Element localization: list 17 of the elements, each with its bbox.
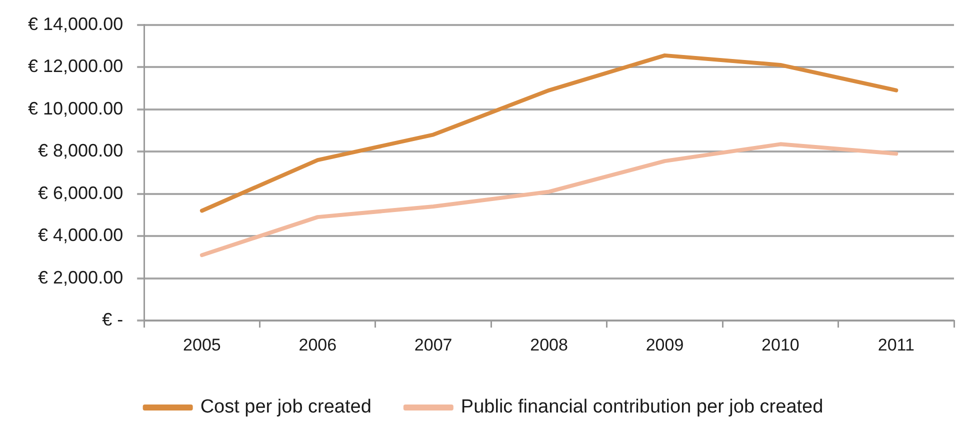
x-tick-label: 2008 <box>530 335 568 354</box>
legend-label: Public financial contribution per job created <box>460 396 824 418</box>
x-tick-label: 2005 <box>183 335 221 354</box>
y-tick-label: € 2,000.00 <box>38 267 124 288</box>
x-tick-label: 2010 <box>762 335 800 354</box>
y-tick-label: € 14,000.00 <box>28 14 124 34</box>
x-tick-label: 2007 <box>414 335 452 354</box>
y-tick-label: € 10,000.00 <box>28 98 124 118</box>
y-tick-label: € 6,000.00 <box>38 182 124 203</box>
y-tick-label: € 4,000.00 <box>38 225 124 246</box>
y-tick-label: € 12,000.00 <box>28 56 124 76</box>
x-tick-label: 2006 <box>298 335 337 354</box>
x-tick-label: 2009 <box>646 335 684 354</box>
legend-label: Cost per job created <box>200 396 372 418</box>
x-tick-label: 2011 <box>878 335 914 354</box>
y-tick-label: € - <box>102 310 124 330</box>
y-tick-label: € 8,000.00 <box>38 140 124 161</box>
